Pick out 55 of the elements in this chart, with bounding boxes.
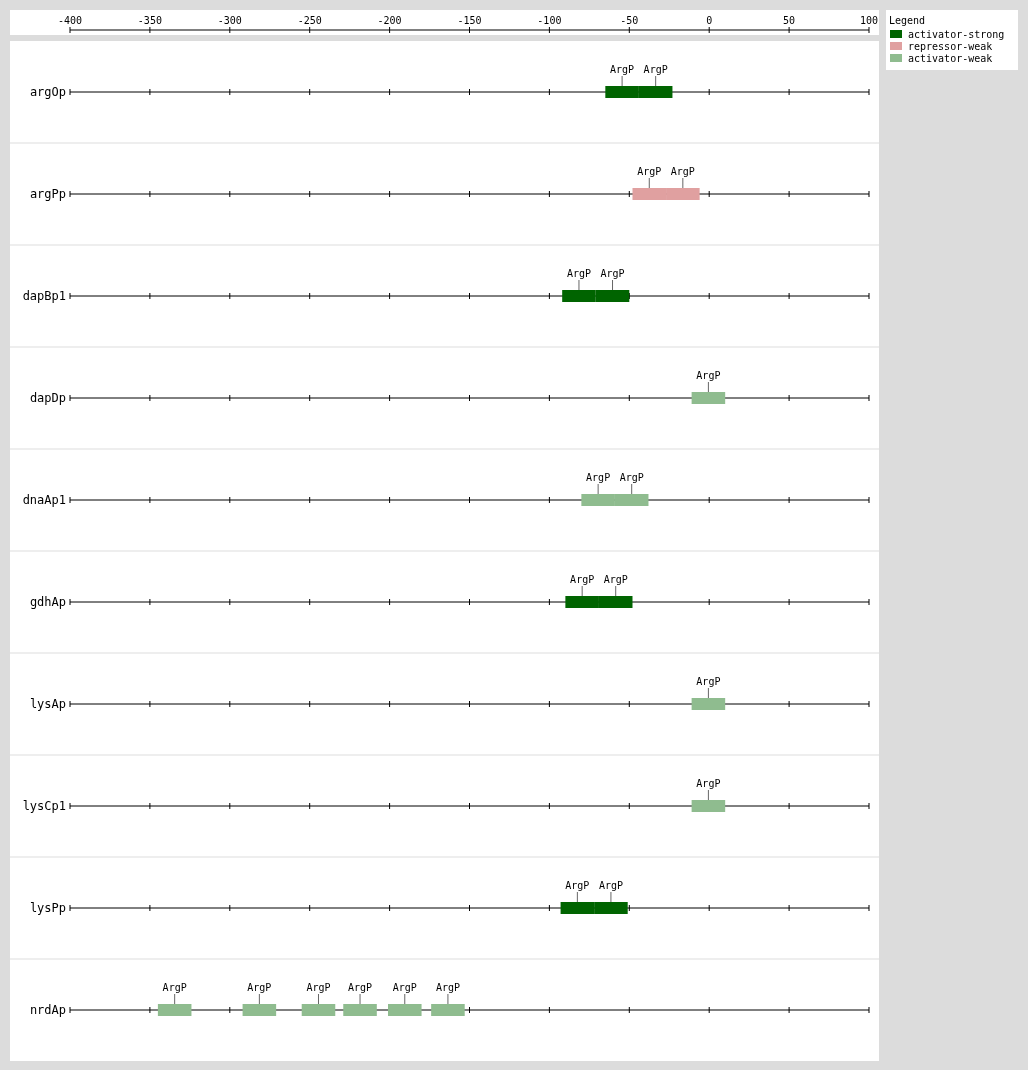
data-label: ArgP [600, 268, 625, 279]
data-label: ArgP [637, 166, 662, 177]
y-tick-label: gdhAp [29, 595, 66, 609]
y-tick-label: nrdAp [29, 1003, 66, 1017]
data-label: ArgP [247, 982, 272, 993]
x-tick-label: -300 [217, 15, 242, 26]
y-tick-label: lysCp1 [22, 799, 66, 813]
x-tick-label: -50 [620, 15, 639, 26]
y-tick-label: dapBp1 [22, 289, 66, 303]
data-label: ArgP [435, 982, 460, 993]
y-tick-label: dnaAp1 [22, 493, 66, 507]
bar [691, 800, 726, 812]
data-label: ArgP [565, 880, 590, 891]
y-tick-label: argOp [29, 85, 66, 99]
data-label: ArgP [586, 472, 611, 483]
data-label: ArgP [603, 574, 628, 585]
x-tick-label: 100 [859, 15, 879, 26]
data-label: ArgP [619, 472, 644, 483]
x-tick-label: -100 [537, 15, 562, 26]
bar [301, 1004, 336, 1016]
data-label: ArgP [643, 64, 668, 75]
x-tick-label: -150 [457, 15, 482, 26]
bar [691, 698, 726, 710]
data-label: ArgP [670, 166, 695, 177]
legend-label: activator-weak [908, 53, 993, 64]
bar [691, 392, 726, 404]
data-label: ArgP [696, 370, 721, 381]
data-label: ArgP [392, 982, 417, 993]
y-tick-label: argPp [29, 187, 66, 201]
data-label: ArgP [610, 64, 635, 75]
x-tick-label: 50 [783, 15, 796, 26]
bar [388, 1004, 422, 1016]
data-label: ArgP [696, 778, 721, 789]
data-label: ArgP [162, 982, 187, 993]
data-label: ArgP [570, 574, 595, 585]
legend-label: activator-strong [908, 29, 1005, 40]
y-tick-label: lysAp [29, 697, 66, 711]
x-tick-label: -400 [57, 15, 83, 26]
y-tick-label: dapDp [29, 391, 66, 405]
x-tick-label: -350 [137, 15, 162, 26]
x-tick-label: 0 [706, 15, 713, 26]
data-label: ArgP [347, 982, 373, 993]
data-label: ArgP [696, 676, 721, 687]
legend-title: Legend [889, 15, 926, 26]
bar [242, 1004, 277, 1016]
data-label: ArgP [566, 268, 592, 279]
y-tick-label: lysPp [29, 901, 66, 915]
data-label: ArgP [598, 880, 623, 891]
x-tick-label: -250 [297, 15, 322, 26]
bar [343, 1004, 377, 1016]
bar [157, 1004, 192, 1016]
legend-label: repressor-weak [908, 41, 993, 52]
x-tick-label: -200 [377, 15, 402, 26]
bar [431, 1004, 465, 1016]
data-label: ArgP [306, 982, 331, 993]
